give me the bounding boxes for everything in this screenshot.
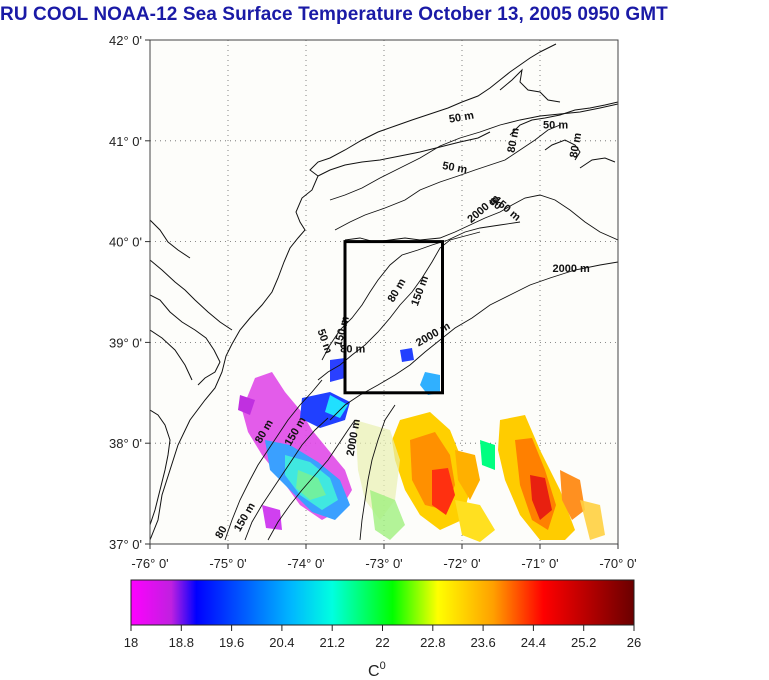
colorbar-tick-label: 26 (627, 635, 641, 650)
lat-tick-label: 39° 0' (109, 335, 142, 350)
lon-tick-label: -71° 0' (521, 556, 558, 571)
colorbar-tick-label: 24.4 (521, 635, 546, 650)
lon-tick-label: -73° 0' (365, 556, 402, 571)
colorbar-tick-label: 22 (375, 635, 389, 650)
contour-label: 80 m (340, 343, 365, 355)
colorbar-tick-label: 25.2 (571, 635, 596, 650)
lon-tick-label: -74° 0' (287, 556, 324, 571)
colorbar-tick-label: 19.6 (219, 635, 244, 650)
colorbar-tick-label: 18 (124, 635, 138, 650)
coastline (150, 43, 618, 541)
contour-label: 80 (213, 524, 230, 541)
colorbar-tick-label: 21.2 (320, 635, 345, 650)
lat-tick-label: 42° 0' (109, 33, 142, 48)
colorbar-tick-label: 20.4 (269, 635, 294, 650)
lon-tick-label: -76° 0' (131, 556, 168, 571)
lat-tick-label: 40° 0' (109, 235, 142, 250)
contour-label: 50 m (441, 160, 468, 176)
contour-label: 80 m (568, 132, 584, 159)
lon-tick-label: -70° 0' (599, 556, 636, 571)
page-title: RU COOL NOAA-12 Sea Surface Temperature … (0, 4, 668, 25)
colorbar-tick-label: 18.8 (169, 635, 194, 650)
colorbar-unit-label: C0 (368, 660, 386, 680)
lat-tick-label: 37° 0' (109, 537, 142, 552)
sst-imagery (238, 348, 605, 542)
contour-label: 2000 m (553, 263, 591, 275)
colorbar-ticks: 18 18.8 19.6 20.4 21.2 22 22.8 23.6 24.4 25.2 26 (124, 625, 641, 650)
lat-tick-label: 38° 0' (109, 436, 142, 451)
contour-label: 50 m (448, 110, 475, 126)
longitude-axis: -76° 0' -75° 0' -74° 0' -73° 0' -72° 0' -71° … (131, 544, 637, 571)
colorbar-tick-label: 22.8 (420, 635, 445, 650)
contour-label: 80 m (506, 127, 522, 154)
colorbar (130, 579, 635, 626)
study-area-box (343, 240, 444, 395)
colorbar-tick-label: 23.6 (470, 635, 495, 650)
lat-tick-label: 41° 0' (109, 134, 142, 149)
lon-tick-label: -75° 0' (209, 556, 246, 571)
lon-tick-label: -72° 0' (443, 556, 480, 571)
latitude-axis: 37° 0' 38° 0' 39° 0' 40° 0' 41° 0' 42° 0' (109, 33, 150, 552)
contour-label: 50 m (543, 120, 568, 132)
